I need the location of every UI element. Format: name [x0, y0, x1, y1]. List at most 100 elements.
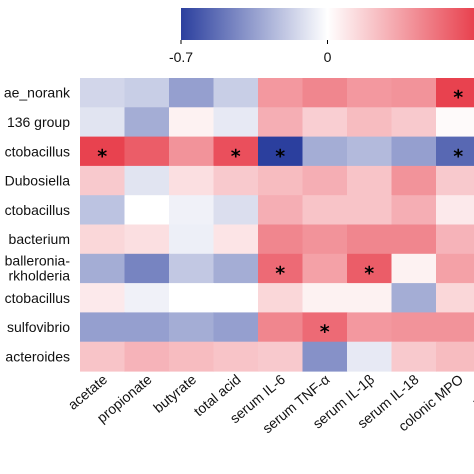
- heatmap-cell: [124, 341, 170, 372]
- heatmap-cell: [213, 341, 259, 372]
- heatmap-cell: [302, 195, 348, 226]
- heatmap-cell: [436, 283, 474, 313]
- row-label: ctobacillus: [5, 290, 70, 306]
- heatmap-cell: [80, 195, 126, 226]
- heatmap-cell: [213, 78, 259, 108]
- heatmap-cell: [391, 341, 437, 372]
- heatmap-cell: [258, 283, 304, 313]
- heatmap-cell: [80, 341, 126, 372]
- row-labels: ae_norank 136 group ctobacillus Dubosiella c…: [4, 85, 71, 365]
- significance-star: *: [97, 145, 107, 167]
- heatmap-cell: [347, 283, 393, 313]
- heatmap-cell: [124, 136, 170, 167]
- heatmap-cell: [258, 253, 304, 284]
- heatmap-cell: [302, 312, 348, 343]
- significance-star: *: [231, 145, 241, 167]
- heatmap-cell: [347, 312, 393, 343]
- heatmap-cell: [169, 78, 215, 108]
- heatmap-cell: [258, 165, 304, 196]
- heatmap-cell: [80, 107, 126, 138]
- heatmap-cell: [391, 312, 437, 343]
- heatmap-cell: [302, 341, 348, 372]
- heatmap-cell: [124, 312, 170, 343]
- heatmap-cell: [391, 283, 437, 313]
- colorbar-bar: [181, 8, 474, 40]
- heatmap-cell: [169, 283, 215, 313]
- heatmap-cell: [213, 283, 259, 313]
- heatmap-cell: [347, 253, 393, 284]
- significance-star: *: [275, 262, 285, 284]
- heatmap-cell: [302, 224, 348, 255]
- heatmap-cell: [169, 341, 215, 372]
- heatmap-cell: [169, 136, 215, 167]
- heatmap-cell: [436, 195, 474, 226]
- heatmap-cell: [391, 165, 437, 196]
- heatmap-cell: [302, 283, 348, 313]
- heatmap-cell: [347, 78, 393, 108]
- heatmap-cell: [391, 195, 437, 226]
- row-label: ctobacillus: [5, 143, 70, 159]
- heatmap-cell: [436, 107, 474, 138]
- heatmap-cell: [347, 341, 393, 372]
- heatmap-cell: [169, 195, 215, 226]
- heatmap-cell: [80, 165, 126, 196]
- heatmap-cell: [124, 224, 170, 255]
- heatmap-cell: [302, 136, 348, 167]
- row-label: acteroides: [5, 348, 70, 364]
- heatmap-cell: [258, 78, 304, 108]
- heatmap-cell: [169, 107, 215, 138]
- heatmap-cell: [80, 136, 126, 167]
- heatmap-cell: [258, 107, 304, 138]
- heatmap-cell: [391, 78, 437, 108]
- significance-star: *: [364, 262, 374, 284]
- heatmap-cell: [436, 253, 474, 284]
- heatmap-cell: [391, 107, 437, 138]
- heatmap-cell: [302, 78, 348, 108]
- heatmap-cell: [258, 341, 304, 372]
- heatmap-cell: [258, 195, 304, 226]
- heatmap-cell: [436, 136, 474, 167]
- heatmap-cell: [124, 195, 170, 226]
- heatmap-cell: [213, 165, 259, 196]
- heatmap-cell: [80, 78, 126, 108]
- heatmap-cell: [169, 224, 215, 255]
- row-label: bacterium: [9, 231, 70, 247]
- heatmap-cell: [124, 107, 170, 138]
- significance-star: *: [453, 87, 463, 109]
- heatmap-cell: [258, 312, 304, 343]
- heatmap-cell: [436, 224, 474, 255]
- heatmap-cell: [80, 253, 126, 284]
- row-label: balleronia-rkholderia: [5, 252, 71, 283]
- heatmap-cell: [347, 107, 393, 138]
- colorbar-tick-label: -0.7: [169, 49, 193, 65]
- row-label: 136 group: [7, 114, 70, 130]
- row-label: ctobacillus: [5, 202, 70, 218]
- heatmap-cell: [213, 107, 259, 138]
- heatmap-cell: [124, 253, 170, 284]
- heatmap-cell: [169, 312, 215, 343]
- heatmap-cell: [391, 253, 437, 284]
- heatmap-cell: [213, 224, 259, 255]
- heatmap-cell: [347, 195, 393, 226]
- significance-markers: **********: [97, 87, 463, 343]
- heatmap-cell: [213, 136, 259, 167]
- row-label: ae_norank: [4, 85, 71, 101]
- heatmap-cell: [124, 283, 170, 313]
- colorbar: -0.7 0: [169, 8, 474, 65]
- heatmap-cell: [391, 136, 437, 167]
- heatmap-cell: [436, 165, 474, 196]
- heatmap-cell: [436, 78, 474, 108]
- colorbar-tick-label: 0: [324, 49, 332, 65]
- heatmap-cell: [347, 224, 393, 255]
- heatmap-cell: [302, 107, 348, 138]
- heatmap-cell: [80, 312, 126, 343]
- heatmap-cell: [436, 312, 474, 343]
- heatmap-cell: [258, 224, 304, 255]
- heatmap-cell: [302, 165, 348, 196]
- heatmap-cell: [436, 341, 474, 372]
- column-label: mRNA: [469, 371, 474, 410]
- heatmap-cell: [169, 253, 215, 284]
- significance-star: *: [320, 321, 330, 343]
